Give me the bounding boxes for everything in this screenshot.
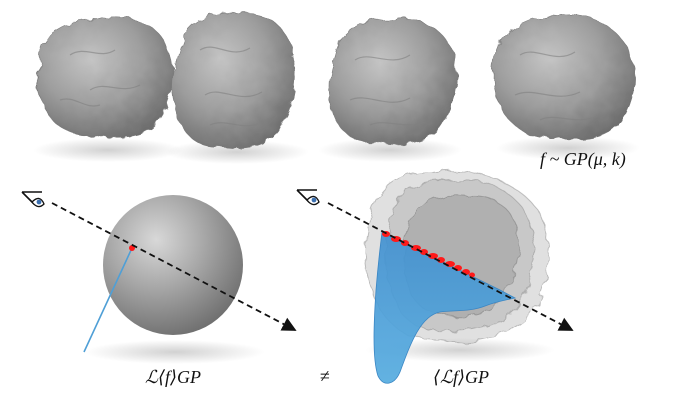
left-formula-label: ℒ⟨f⟩GP [145, 367, 202, 387]
view-ray [51, 202, 297, 331]
eye-icon [21, 191, 45, 208]
right-formula-label: ⟨ℒf⟩GP [433, 367, 490, 387]
mean-sphere-scene [21, 191, 297, 364]
view-ray-right [327, 202, 574, 331]
eye-icon [296, 189, 320, 206]
gp-formula-label: f ~ GP(μ, k) [540, 149, 626, 169]
sample-blob-1 [33, 17, 183, 162]
sample-blob-4 [492, 14, 640, 160]
gp-ensemble-scene [296, 169, 574, 384]
sample-blob-2 [165, 12, 309, 164]
not-equal-sign: ≠ [320, 366, 330, 386]
blue-spike [83, 247, 133, 353]
depth-distribution [373, 231, 517, 384]
sample-blob-3 [318, 18, 462, 162]
mean-sphere [103, 195, 243, 335]
